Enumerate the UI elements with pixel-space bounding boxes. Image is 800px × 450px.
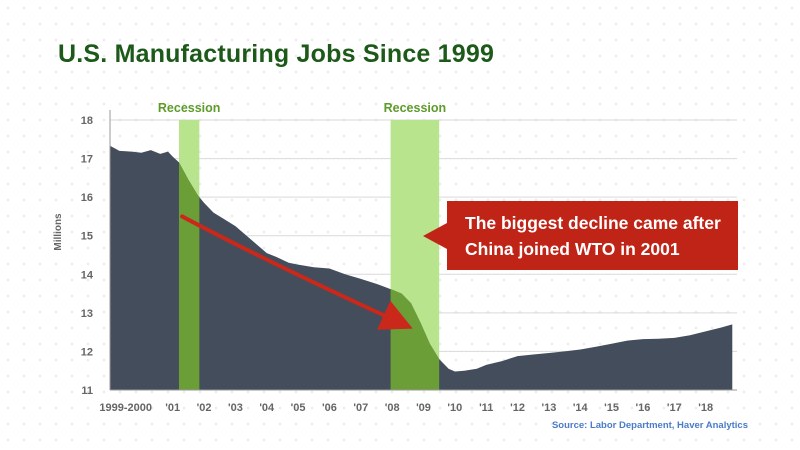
y-tick-labels: 11 12 13 14 15 16 17 18 — [81, 115, 94, 397]
y-tick-label: 16 — [81, 192, 93, 204]
callout-box: The biggest decline came after China joi… — [447, 201, 738, 270]
y-tick-label: 11 — [81, 385, 93, 397]
x-tick-label: '01 — [165, 402, 180, 414]
recession-labels: Recession Recession — [158, 101, 446, 115]
callout-line-2: China joined WTO in 2001 — [465, 239, 680, 259]
x-tick-label: '12 — [510, 402, 525, 414]
x-tick-label: '18 — [698, 402, 713, 414]
area-fill — [110, 145, 733, 390]
recession-overlay — [178, 145, 200, 390]
recession-label: Recession — [384, 101, 447, 115]
x-tick-label: '06 — [322, 402, 337, 414]
callout-pointer — [423, 223, 447, 249]
x-tick-label: '08 — [385, 402, 400, 414]
trend-arrow-path — [180, 214, 413, 330]
x-tick-label: '16 — [636, 402, 651, 414]
y-tick-label: 17 — [81, 154, 93, 166]
x-tick-label: '14 — [573, 402, 589, 414]
recession-label: Recession — [158, 101, 221, 115]
x-tick-label: '10 — [447, 402, 462, 414]
y-tick-label: 18 — [81, 115, 93, 127]
x-tick-label: '17 — [667, 402, 682, 414]
x-tick-label: '07 — [353, 402, 368, 414]
chart-title: U.S. Manufacturing Jobs Since 1999 — [58, 40, 495, 68]
x-tick-label: '09 — [416, 402, 431, 414]
callout-line-1: The biggest decline came after — [465, 213, 721, 233]
x-tick-label: '04 — [259, 402, 275, 414]
x-tick-label: '02 — [197, 402, 212, 414]
x-tick-label: '05 — [291, 402, 306, 414]
y-axis-label: Millions — [53, 213, 64, 251]
y-tick-label: 14 — [81, 269, 94, 281]
x-tick-label: '11 — [479, 402, 493, 414]
y-tick-label: 13 — [81, 308, 93, 320]
y-tick-label: 12 — [81, 346, 93, 358]
source-note: Source: Labor Department, Haver Analytic… — [551, 420, 748, 431]
x-tick-label: '03 — [228, 402, 243, 414]
axes — [109, 110, 737, 391]
x-tick-label: 1999-2000 — [99, 402, 152, 414]
x-tick-label: '13 — [541, 402, 556, 414]
trend-arrow — [180, 214, 413, 330]
area-series — [110, 145, 733, 390]
x-tick-labels: 1999-2000 '01 '02 '03 '04 '05 '06 '07 '08 '09 '10 '… — [99, 402, 713, 414]
y-tick-label: 15 — [81, 231, 93, 243]
x-tick-label: '15 — [604, 402, 619, 414]
